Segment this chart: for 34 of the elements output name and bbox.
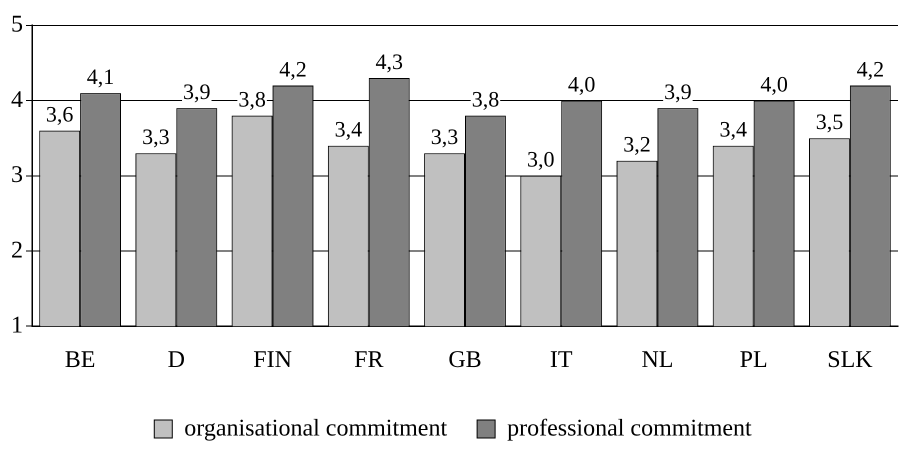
y-tick-label: 2 (11, 237, 23, 264)
data-label: 4,0 (568, 71, 596, 96)
data-label: 4,2 (279, 56, 307, 82)
data-label: 3,4 (719, 116, 747, 142)
y-tick-label: 1 (11, 312, 23, 338)
x-tick-label: GB (448, 346, 482, 373)
x-tick-label: D (168, 346, 186, 373)
legend-label: professional commitment (507, 415, 752, 442)
data-label: 4,2 (856, 56, 884, 82)
x-tick-label: PL (740, 346, 768, 373)
data-label: 4,1 (86, 64, 114, 89)
data-label: 4,0 (760, 71, 788, 96)
data-label: 3,6 (46, 101, 74, 126)
data-label: 3,3 (430, 124, 458, 150)
y-tick-label: 5 (11, 12, 23, 38)
data-label: 3,2 (623, 132, 651, 157)
data-label: 3,5 (816, 108, 844, 134)
x-tick-label: BE (64, 346, 96, 373)
data-label: 3,3 (142, 124, 170, 150)
data-label: 4,3 (375, 48, 403, 74)
data-label: 3,0 (527, 146, 555, 172)
data-label: 3,9 (664, 78, 692, 104)
x-tick-label: SLK (827, 346, 874, 373)
x-tick-label: IT (550, 346, 573, 373)
x-tick-label: FIN (253, 346, 292, 373)
data-label: 3,8 (238, 86, 266, 112)
x-tick-label: NL (641, 346, 674, 373)
data-label: 3,9 (183, 78, 211, 104)
legend-label: organisational commitment (184, 415, 448, 442)
data-label: 3,4 (334, 116, 362, 142)
x-tick-label: FR (354, 346, 384, 373)
data-label: 3,8 (472, 86, 500, 112)
y-tick-label: 4 (11, 86, 23, 113)
y-tick-label: 3 (11, 162, 23, 188)
